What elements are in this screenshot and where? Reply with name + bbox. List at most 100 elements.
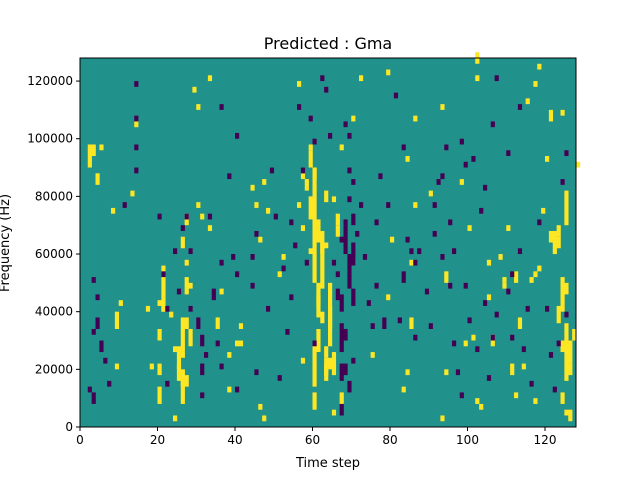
heatmap-cell-high xyxy=(308,144,313,151)
heatmap-cell-low xyxy=(556,340,561,347)
heatmap-cell-low xyxy=(351,179,356,185)
heatmap-cell-high xyxy=(525,98,530,105)
heatmap-cell-low xyxy=(463,282,468,289)
heatmap-cell-high xyxy=(227,386,232,393)
heatmap-cell-low xyxy=(312,138,317,145)
heatmap-cell-low xyxy=(351,288,356,306)
heatmap-cell-high xyxy=(161,265,166,312)
y-axis: 0 20000 40000 60000 80000 100000 120000 xyxy=(27,74,80,434)
heatmap-cell-high xyxy=(324,242,329,249)
heatmap-cell-high xyxy=(576,161,581,168)
heatmap-cell-high xyxy=(564,323,569,381)
heatmap-cell-low xyxy=(304,259,309,266)
heatmap-cell-high xyxy=(254,202,259,208)
heatmap-cell-low xyxy=(157,213,162,220)
heatmap-cell-high xyxy=(548,109,554,122)
heatmap-cell-low xyxy=(440,173,445,180)
heatmap-cell-low xyxy=(483,300,488,306)
heatmap-cell-high xyxy=(180,236,185,249)
heatmap-cell-high xyxy=(277,271,282,278)
heatmap-cell-low xyxy=(494,311,499,318)
heatmap-cell-low xyxy=(444,144,449,151)
heatmap-cell-low xyxy=(517,104,523,110)
heatmap-cell-high xyxy=(533,398,538,404)
heatmap-cell-low xyxy=(165,305,170,312)
y-tick-label: 20000 xyxy=(35,362,73,376)
heatmap-cell-low xyxy=(510,271,515,278)
heatmap-cell-high xyxy=(130,190,135,197)
heatmap-cell-low xyxy=(335,288,340,301)
heatmap-cell-high xyxy=(560,392,565,404)
heatmap-cell-low xyxy=(347,380,352,393)
heatmap-cell-low xyxy=(401,144,406,151)
chart-title: Predicted : Gma xyxy=(264,34,392,53)
heatmap-cell-high xyxy=(316,282,321,318)
heatmap-cell-low xyxy=(413,334,418,341)
heatmap-cell-low xyxy=(374,219,379,226)
heatmap-cell-high xyxy=(207,225,213,231)
heatmap-cell-high xyxy=(537,63,542,70)
y-tick-label: 60000 xyxy=(35,247,73,261)
heatmap-cell-high xyxy=(320,230,325,255)
heatmap-cell-low xyxy=(173,248,178,255)
heatmap-cell-high xyxy=(324,190,329,203)
heatmap-cell-high xyxy=(568,363,573,376)
heatmap-cell-high xyxy=(180,380,185,404)
heatmap-cell-high xyxy=(560,277,565,312)
heatmap-cell-high xyxy=(157,386,162,404)
heatmap-cell-high xyxy=(312,392,317,410)
heatmap-cell-low xyxy=(250,254,255,260)
heatmap-cell-high xyxy=(351,115,356,122)
heatmap-cell-high xyxy=(413,115,418,122)
heatmap-cell-high xyxy=(568,409,573,422)
heatmap-cell-low xyxy=(176,288,182,295)
heatmap-cell-high xyxy=(517,317,523,329)
heatmap-cell-high xyxy=(556,305,561,324)
heatmap-cell-high xyxy=(413,202,418,208)
heatmap-cell-low xyxy=(339,363,344,381)
heatmap-cell-high xyxy=(564,282,569,295)
heatmap-cell-high xyxy=(529,277,534,283)
heatmap-cell-high xyxy=(157,328,162,341)
heatmap-cell-high xyxy=(467,225,472,231)
heatmap-cell-high xyxy=(300,357,306,364)
heatmap-cell-low xyxy=(297,104,302,110)
heatmap-cell-low xyxy=(91,277,96,283)
heatmap-cell-low xyxy=(235,271,240,278)
heatmap-cell-high xyxy=(405,156,410,162)
heatmap-cell-low xyxy=(521,346,526,353)
heatmap-cell-high xyxy=(99,144,104,151)
heatmap-cell-low xyxy=(235,386,240,393)
heatmap-cell-low xyxy=(227,173,232,180)
heatmap-cell-low xyxy=(417,248,422,255)
heatmap-cell-high xyxy=(157,363,162,376)
heatmap-cell-low xyxy=(362,254,368,260)
heatmap-cell-high xyxy=(281,254,286,260)
heatmap-cell-low xyxy=(91,328,96,335)
heatmap-cell-high xyxy=(572,328,577,341)
heatmap-cell-high xyxy=(459,179,464,185)
heatmap-cell-high xyxy=(320,311,325,324)
heatmap-cell-high xyxy=(157,300,162,306)
y-tick-label: 120000 xyxy=(27,74,73,88)
heatmap-cell-low xyxy=(254,230,259,237)
heatmap-cell-high xyxy=(114,363,120,370)
heatmap-cell-low xyxy=(335,271,340,278)
heatmap-cell-high xyxy=(219,288,224,295)
heatmap-cell-high xyxy=(510,363,515,376)
x-tick-label: 100 xyxy=(456,433,479,447)
heatmap-cell-high xyxy=(111,207,116,214)
heatmap-cell-low xyxy=(266,305,271,312)
heatmap-cell-high xyxy=(300,173,306,180)
heatmap-cell-low xyxy=(219,259,224,266)
heatmap-cell-high xyxy=(316,219,321,243)
plot-area xyxy=(79,52,581,428)
heatmap-cell-low xyxy=(122,202,127,208)
heatmap-cell-high xyxy=(118,300,123,306)
heatmap-cell-high xyxy=(169,311,174,318)
heatmap-cell-low xyxy=(564,311,569,318)
heatmap-cell-high xyxy=(471,334,476,341)
heatmap-cell-low xyxy=(312,340,317,347)
heatmap-cell-low xyxy=(107,380,112,387)
